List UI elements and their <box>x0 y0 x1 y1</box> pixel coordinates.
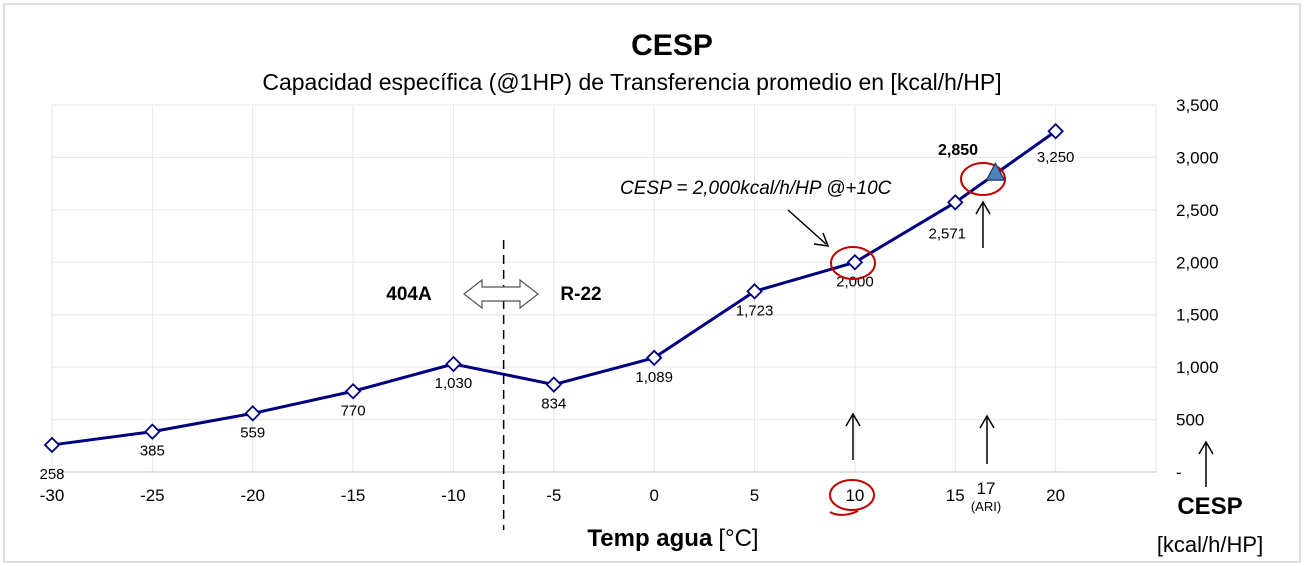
y-tick-label: 3,000 <box>1176 148 1219 167</box>
y-tick-label: 3,500 <box>1176 96 1219 115</box>
data-point-marker <box>946 194 964 211</box>
data-point-marker <box>144 423 161 440</box>
y-tick-label: - <box>1176 463 1182 482</box>
data-label: 2,571 <box>928 225 966 242</box>
y-axis-title-main: CESP <box>1177 493 1242 520</box>
y-tick-labels: - 500 1,000 1,500 2,000 2,500 3,000 3,500 <box>1176 96 1219 482</box>
x-axis-title: Temp agua [°C] <box>587 525 758 552</box>
highlight-circle-x10 <box>829 479 875 511</box>
chart-title: CESP <box>631 29 713 62</box>
cesp-note-arrow <box>787 209 827 245</box>
x-tick-label: 0 <box>649 486 658 505</box>
data-label: 3,250 <box>1037 149 1075 166</box>
data-label: 559 <box>240 424 265 441</box>
up-arrow-17-low <box>979 414 995 464</box>
x-axis-title-unit: [°C] <box>718 525 758 552</box>
x-tick-label: -15 <box>341 486 366 505</box>
x-axis-title-main: Temp agua <box>587 525 713 552</box>
double-arrow-icon <box>463 278 539 310</box>
ari-point-marker <box>985 161 1006 181</box>
up-arrow-yaxis <box>1198 440 1214 487</box>
refrigerant-left-label: 404A <box>386 284 432 305</box>
data-point-marker <box>645 349 663 367</box>
svg-text:Temp agua[°C]: Temp agua [°C] <box>587 525 758 552</box>
x-tick-label: -5 <box>546 486 561 505</box>
chart-subtitle: Capacidad específica (@1HP) de Transfere… <box>262 69 1001 95</box>
x-tick-label: 10 <box>845 486 864 505</box>
data-point-marker <box>344 382 362 400</box>
data-point-marker <box>1047 122 1064 140</box>
data-point-marker <box>244 405 262 422</box>
ari-tick-label: 17 <box>977 479 996 498</box>
data-label: 258 <box>39 466 64 483</box>
data-label: 834 <box>541 396 566 413</box>
up-arrow-10 <box>845 412 861 460</box>
chart-frame <box>3 3 1301 563</box>
red-underline <box>829 510 859 516</box>
cesp-note-arrowhead <box>813 232 830 247</box>
data-point-marker <box>445 355 462 373</box>
data-point-marker <box>43 436 61 454</box>
y-tick-label: 1,500 <box>1176 306 1219 325</box>
data-label: 1,089 <box>635 369 673 386</box>
x-tick-labels: -30 -25 -20 -15 -10 -5 0 5 10 15 20 <box>40 486 1065 505</box>
ari-point-label: 2,850 <box>938 142 978 159</box>
y-tick-label: 1,000 <box>1176 358 1219 377</box>
data-label: 1,723 <box>736 302 774 319</box>
y-tick-label: 2,500 <box>1176 201 1219 220</box>
ari-tick-sub-label: (ARI) <box>971 499 1001 514</box>
y-axis-title-unit: [kcal/h/HP] <box>1157 532 1263 557</box>
highlight-circle-10c <box>830 246 876 280</box>
x-tick-label: 5 <box>750 486 759 505</box>
x-tick-label: -25 <box>140 486 165 505</box>
up-arrow-17-high <box>975 200 991 248</box>
data-label: 1,030 <box>435 375 473 392</box>
data-point-marker <box>746 283 763 300</box>
x-tick-label: -10 <box>441 486 466 505</box>
data-labels: 2583855597701,0308341,0891,7232,0002,571… <box>39 149 1074 483</box>
x-tick-label: 15 <box>946 486 965 505</box>
highlight-circle-ari <box>960 162 1006 196</box>
data-point-marker <box>846 254 864 271</box>
y-tick-label: 2,000 <box>1176 253 1219 272</box>
x-tick-label: 20 <box>1046 486 1065 505</box>
y-tick-label: 500 <box>1176 411 1204 430</box>
data-point-marker <box>545 376 563 393</box>
refrigerant-right-label: R-22 <box>560 284 601 305</box>
series-markers <box>43 122 1064 454</box>
cesp-note: CESP = 2,000kcal/h/HP @+10C <box>620 178 892 199</box>
data-label: 770 <box>341 402 366 419</box>
data-label: 385 <box>140 443 165 460</box>
x-tick-label: -20 <box>240 486 265 505</box>
x-tick-label: -30 <box>40 486 65 505</box>
gridlines <box>51 104 1157 473</box>
